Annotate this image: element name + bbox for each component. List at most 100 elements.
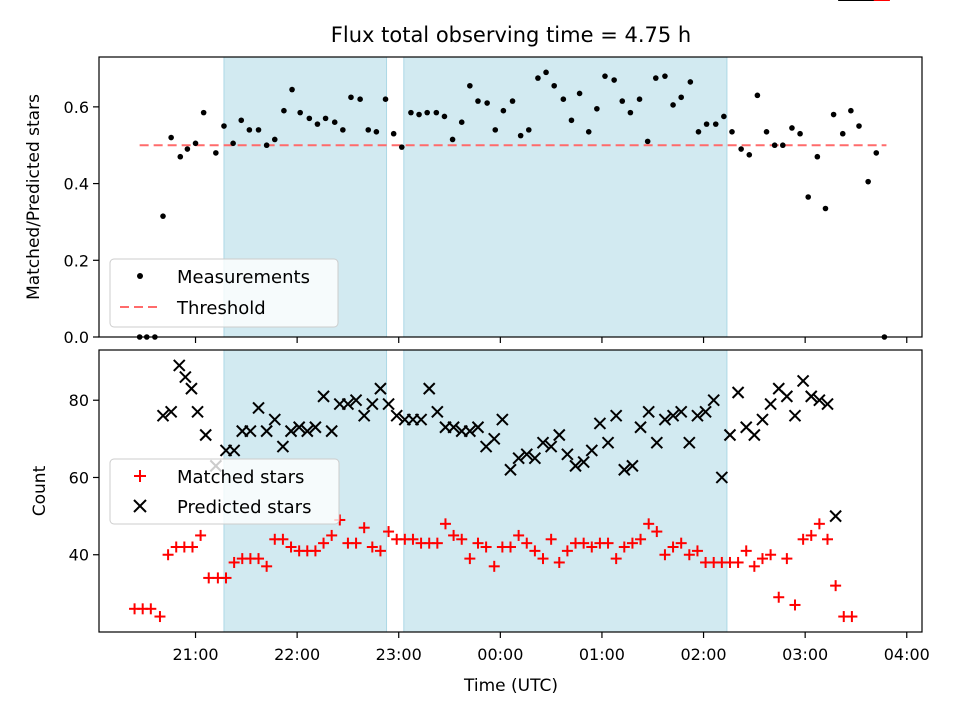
measurement-point [712,121,719,127]
measurement-point [221,123,227,129]
measurement-point [271,136,278,143]
predicted-star-stroke [349,394,363,407]
predicted-star-stroke [658,413,672,426]
legend-predicted-label: Predicted stars [177,497,311,518]
predicted-star-stroke [276,440,290,453]
measurement-point [297,109,303,116]
predicted-star-point [164,405,178,419]
measurement-point [602,73,608,79]
measurement-point [652,75,659,81]
predicted-star-stroke [609,409,623,422]
predicted-star-stroke [650,436,664,449]
measurement-point [830,111,837,118]
predicted-star-stroke [173,359,186,372]
measurement-point [314,121,321,127]
measurement-point [416,111,422,118]
predicted-star-stroke [317,390,330,403]
predicted-star-point [284,424,298,438]
y-tick-label: 0.2 [64,251,89,270]
top-panel: 0.0 0.2 0.4 0.6 Matched/Predicted stars Mea… [24,56,923,347]
measurement-point [568,117,575,124]
predicted-star-stroke [796,374,810,388]
matched-star-point [797,533,809,545]
matched-star-point [683,549,695,561]
matched-star-point [464,553,476,565]
measurement-point [467,82,473,89]
matched-star-point [675,537,687,549]
predicted-star-stroke [536,436,550,449]
measurement-point [662,73,668,79]
measurement-point [636,96,643,102]
x-tick-label: 23:00 [376,645,422,664]
legend-measurements-marker [137,273,143,279]
measurement-point [627,109,634,116]
matched-star-point [643,518,655,530]
matched-star-point [472,537,484,549]
matched-stars-points [129,0,890,623]
top-x-axis-ticks [194,337,908,343]
predicted-star-point [585,444,598,457]
predicted-star-point [252,401,265,415]
predicted-star-stroke [447,421,460,434]
measurement-point [458,119,465,126]
measurement-point [721,113,727,120]
predicted-star-point [756,413,769,426]
predicted-star-point [748,428,761,442]
predicted-star-stroke [764,397,777,411]
y-tick-label: 0.0 [64,328,89,347]
predicted-star-stroke [585,444,598,457]
predicted-star-stroke [382,397,395,411]
predicted-star-point [390,409,403,422]
matched-star-point [635,533,647,545]
measurement-point [771,142,778,149]
bottom-panel: 40 60 80 21:00 22:00 23:00 00:00 01:00 02:00 03:… [30,0,930,696]
predicted-star-point [707,394,720,407]
predicted-star-point [268,413,281,426]
matched-star-point [781,553,793,565]
bottom-y-axis: 40 60 80 [69,391,99,565]
predicted-star-stroke [626,459,639,473]
predicted-star-stroke [569,459,582,473]
matched-star-point [805,529,817,541]
predicted-star-point [805,390,818,403]
matched-star-point [309,545,321,557]
measurement-point [340,127,346,133]
predicted-star-stroke [488,432,501,446]
predicted-star-stroke [731,386,745,399]
measurement-point [246,127,253,133]
matched-star-point [602,537,614,549]
matched-star-point [407,533,419,545]
measurement-point [678,94,684,101]
x-tick-label: 22:00 [274,645,320,664]
predicted-star-point [301,424,314,438]
measurement-point [177,153,184,160]
y-tick-label: 60 [69,468,89,487]
predicted-star-stroke [520,448,533,461]
predicted-star-point [185,382,198,395]
top-plot-frame [98,56,923,338]
predicted-star-point [593,417,607,430]
predicted-star-stroke [431,405,444,419]
measurement-point [670,102,676,108]
measurement-point [865,178,871,185]
predicted-star-point [309,421,322,434]
measurement-point [873,150,880,156]
measurement-point [357,96,363,102]
matched-star-point [358,522,370,534]
predicted-star-stroke [715,471,729,484]
measurement-point [551,82,557,89]
predicted-star-point [431,405,444,419]
matched-star-point [154,611,166,623]
measurement-point [594,105,600,112]
predicted-star-stroke [309,421,322,434]
measurement-point [348,94,354,101]
measurement-point [289,86,295,93]
predicted-star-point [666,409,680,422]
measurement-point [475,98,481,104]
matched-star-point [366,541,378,553]
predicted-star-stroke [185,382,198,395]
bottom-plot-frame [98,349,923,633]
measurement-point [848,107,854,114]
bottom-x-axis: 21:00 22:00 23:00 00:00 01:00 02:00 03:00 04:00 [172,632,930,664]
measurement-point [213,150,219,156]
